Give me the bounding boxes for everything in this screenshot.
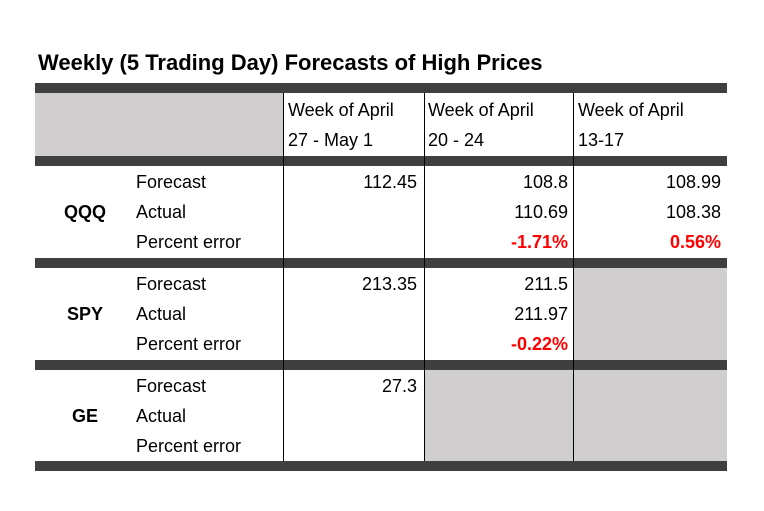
value-cell: 213.35 bbox=[361, 274, 417, 294]
column-header-2-line1: Week of April bbox=[428, 100, 534, 120]
separator-bar bbox=[35, 360, 727, 370]
column-header-3-line2: 13-17 bbox=[578, 130, 625, 150]
value-cell: 110.69 bbox=[514, 202, 568, 222]
ticker-label: SPY bbox=[66, 304, 104, 324]
value-cell: 108.8 bbox=[522, 172, 568, 192]
empty-cell bbox=[574, 268, 727, 360]
error-value-cell: -1.71% bbox=[510, 232, 568, 252]
value-cell: 108.38 bbox=[665, 202, 721, 222]
empty-cell bbox=[425, 370, 727, 461]
row-label-percent-error: Percent error bbox=[136, 232, 242, 252]
value-cell: 211.5 bbox=[524, 274, 568, 294]
column-divider bbox=[573, 93, 574, 461]
value-cell: 112.45 bbox=[363, 172, 417, 192]
column-header-3-line1: Week of April bbox=[578, 100, 684, 120]
row-label-forecast: Forecast bbox=[136, 274, 207, 294]
row-label-actual: Actual bbox=[136, 304, 187, 324]
separator-bar bbox=[35, 461, 727, 471]
value-cell: 108.99 bbox=[665, 172, 721, 192]
column-header-2-line2: 20 - 24 bbox=[428, 130, 485, 150]
ticker-label: GE bbox=[71, 406, 98, 426]
error-value-cell: -0.22% bbox=[510, 334, 568, 354]
separator-bar bbox=[35, 156, 727, 166]
separator-bar bbox=[35, 258, 727, 268]
column-header-1-line1: Week of April bbox=[288, 100, 394, 120]
row-label-percent-error: Percent error bbox=[136, 436, 242, 456]
row-label-actual: Actual bbox=[136, 202, 187, 222]
ticker-label: QQQ bbox=[63, 202, 106, 222]
separator-bar bbox=[35, 83, 727, 93]
row-label-percent-error: Percent error bbox=[136, 334, 242, 354]
row-label-forecast: Forecast bbox=[136, 376, 207, 396]
header-label-cell bbox=[35, 93, 284, 156]
error-value-cell: 0.56% bbox=[669, 232, 721, 252]
page-title: Weekly (5 Trading Day) Forecasts of High… bbox=[38, 50, 543, 75]
column-header-1-line2: 27 - May 1 bbox=[288, 130, 374, 150]
column-divider bbox=[424, 93, 425, 461]
row-label-forecast: Forecast bbox=[136, 172, 207, 192]
value-cell: 211.97 bbox=[514, 304, 568, 324]
value-cell: 27.3 bbox=[381, 376, 417, 396]
column-divider bbox=[283, 93, 284, 461]
row-label-actual: Actual bbox=[136, 406, 187, 426]
